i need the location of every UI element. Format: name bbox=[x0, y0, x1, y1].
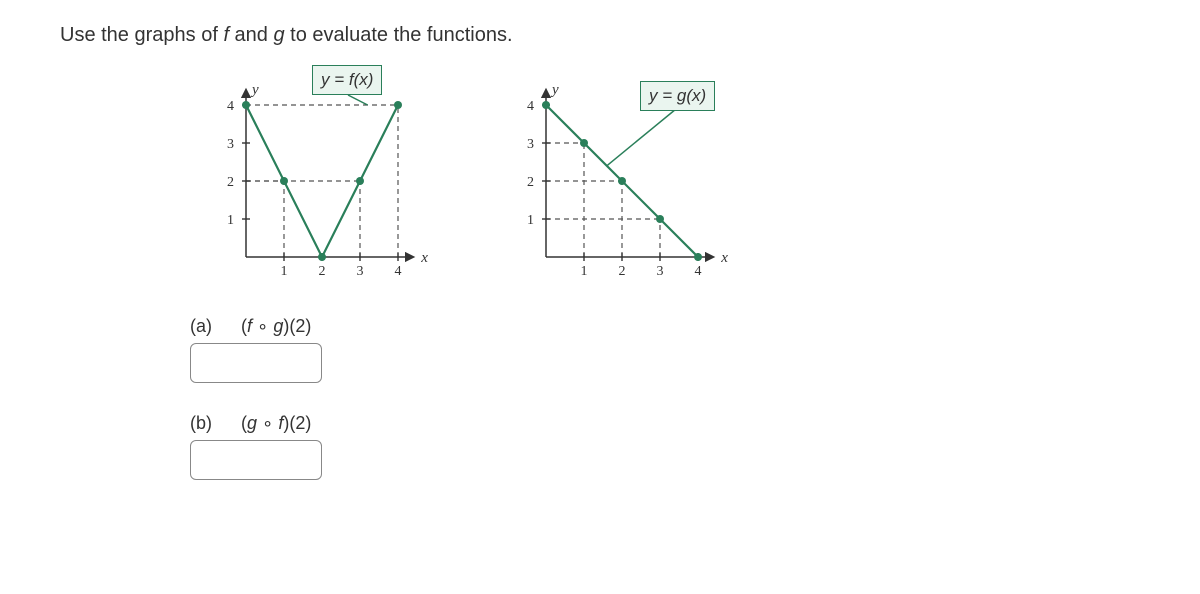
question-a-expr: (f ∘ g)(2) bbox=[241, 316, 311, 336]
question-a: (a) (f ∘ g)(2) bbox=[190, 316, 1140, 383]
question-b-label: (b) bbox=[190, 413, 236, 434]
svg-text:2: 2 bbox=[319, 264, 326, 279]
chart-f-label: y = f(x) bbox=[312, 65, 382, 95]
svg-text:1: 1 bbox=[581, 264, 588, 279]
questions: (a) (f ∘ g)(2) (b) (g ∘ f)(2) bbox=[190, 316, 1140, 480]
question-a-label: (a) bbox=[190, 316, 236, 337]
question-b-expr: (g ∘ f)(2) bbox=[241, 413, 311, 433]
chart-g-wrap: y = g(x) 1 2 3 4 1 2 3 4 x y bbox=[500, 67, 740, 292]
svg-text:4: 4 bbox=[695, 264, 702, 279]
chart-f: 1 2 3 4 1 2 3 4 x y bbox=[200, 67, 440, 287]
svg-text:4: 4 bbox=[227, 99, 234, 114]
svg-text:3: 3 bbox=[357, 264, 364, 279]
svg-text:2: 2 bbox=[227, 175, 234, 190]
svg-text:4: 4 bbox=[395, 264, 402, 279]
chart-f-wrap: y = f(x) 1 2 3 4 1 2 3 4 x y bbox=[200, 67, 440, 292]
svg-text:2: 2 bbox=[619, 264, 626, 279]
svg-text:y: y bbox=[250, 82, 259, 98]
svg-text:1: 1 bbox=[527, 213, 534, 228]
svg-text:3: 3 bbox=[227, 137, 234, 152]
answer-b-input[interactable] bbox=[190, 440, 322, 480]
svg-text:3: 3 bbox=[657, 264, 664, 279]
chart-g-label: y = g(x) bbox=[640, 81, 715, 111]
problem-prompt: Use the graphs of f and g to evaluate th… bbox=[60, 24, 1140, 47]
charts-row: y = f(x) 1 2 3 4 1 2 3 4 x y y = g(x) 1 2 3 4 1 2 3 4 x y bbox=[200, 67, 1140, 292]
svg-text:1: 1 bbox=[227, 213, 234, 228]
svg-text:1: 1 bbox=[281, 264, 288, 279]
svg-text:2: 2 bbox=[527, 175, 534, 190]
svg-text:y: y bbox=[550, 82, 559, 98]
question-b: (b) (g ∘ f)(2) bbox=[190, 413, 1140, 480]
svg-text:x: x bbox=[720, 250, 728, 266]
svg-text:4: 4 bbox=[527, 99, 534, 114]
answer-a-input[interactable] bbox=[190, 343, 322, 383]
svg-text:x: x bbox=[420, 250, 428, 266]
svg-text:3: 3 bbox=[527, 137, 534, 152]
